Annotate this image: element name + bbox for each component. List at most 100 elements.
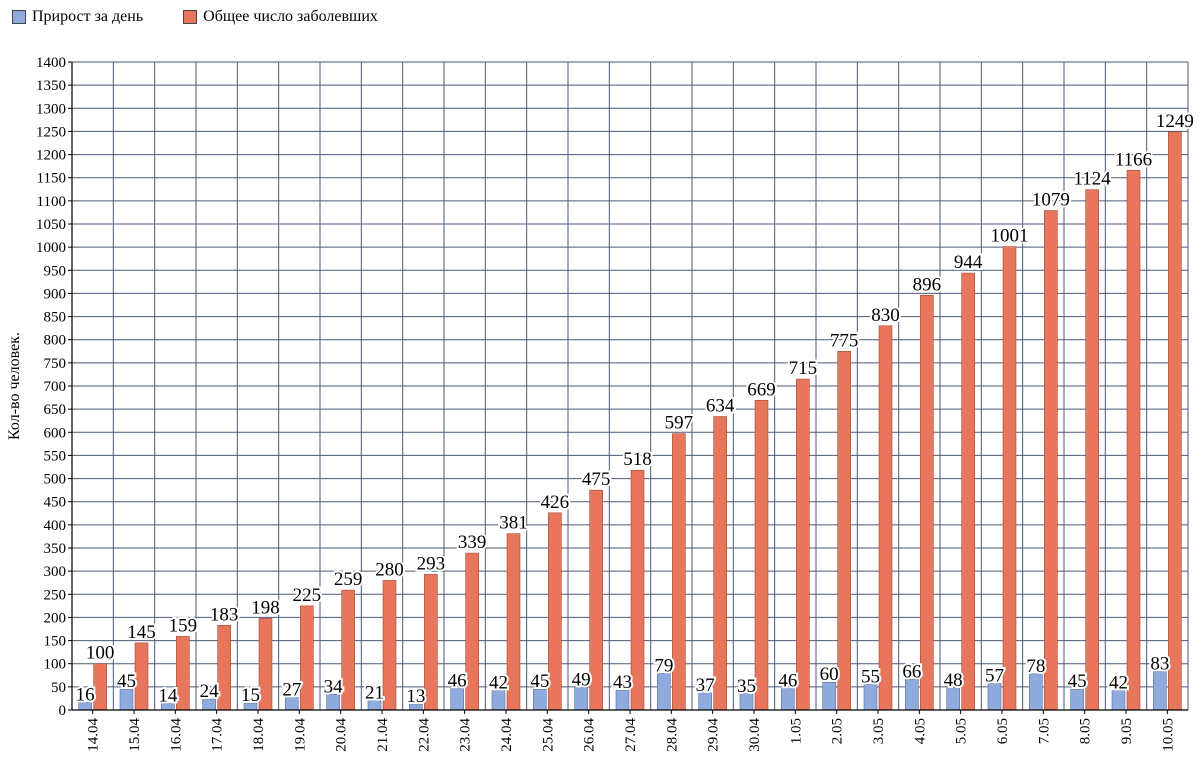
y-tick-label: 600 xyxy=(44,425,67,441)
legend-label-daily: Прирост за день xyxy=(32,8,144,25)
bar-total[interactable] xyxy=(961,272,975,711)
bar-total[interactable] xyxy=(465,552,479,711)
bar-total[interactable] xyxy=(1044,210,1058,711)
x-tick-label: 20.04 xyxy=(334,718,350,752)
data-label-total: 944 xyxy=(954,252,983,273)
data-label-total: 426 xyxy=(541,492,570,513)
bar-daily[interactable] xyxy=(822,681,836,711)
bar-total[interactable] xyxy=(754,400,769,711)
y-tick-label: 300 xyxy=(44,564,67,580)
bar-total[interactable] xyxy=(1168,131,1182,711)
bar-daily[interactable] xyxy=(1029,673,1043,711)
data-label-daily: 60 xyxy=(820,664,839,685)
x-tick-label: 4.05 xyxy=(912,718,928,744)
bar-total[interactable] xyxy=(1085,189,1099,711)
data-label-total: 280 xyxy=(375,559,404,580)
y-tick-label: 1000 xyxy=(36,240,66,256)
legend-item-total[interactable]: Общее число заболевших xyxy=(183,8,378,26)
bar-daily[interactable] xyxy=(863,684,878,711)
data-label-daily: 35 xyxy=(737,676,756,697)
data-label-total: 381 xyxy=(499,513,528,534)
x-tick-label: 7.05 xyxy=(1036,718,1052,744)
y-tick-label: 950 xyxy=(44,263,67,279)
data-label-daily: 13 xyxy=(406,686,425,707)
y-tick-label: 1100 xyxy=(37,194,66,210)
data-label-daily: 45 xyxy=(1068,671,1087,692)
data-label-total: 830 xyxy=(871,305,900,326)
x-tick-label: 1.05 xyxy=(788,718,804,744)
bar-total[interactable] xyxy=(796,378,810,711)
data-label-total: 1001 xyxy=(991,226,1029,247)
bar-daily[interactable] xyxy=(119,688,134,711)
bar-total[interactable] xyxy=(506,533,521,711)
bar-total[interactable] xyxy=(424,574,438,711)
bar-total[interactable] xyxy=(1002,246,1017,711)
bar-daily[interactable] xyxy=(1070,688,1084,711)
bar-total[interactable] xyxy=(300,605,314,711)
bar-total[interactable] xyxy=(589,489,603,711)
bar-total[interactable] xyxy=(548,512,562,711)
data-label-total: 669 xyxy=(747,379,776,400)
data-label-daily: 14 xyxy=(158,686,178,707)
data-label-daily: 66 xyxy=(902,661,921,682)
data-label-daily: 15 xyxy=(241,685,260,706)
y-tick-label: 850 xyxy=(44,310,67,326)
data-label-daily: 78 xyxy=(1026,656,1045,677)
data-label-daily: 45 xyxy=(117,671,136,692)
bar-daily[interactable] xyxy=(450,688,464,711)
bar-total[interactable] xyxy=(258,618,273,711)
y-tick-label: 450 xyxy=(44,495,67,511)
x-tick-label: 27.04 xyxy=(623,718,639,752)
y-tick-label: 0 xyxy=(59,703,67,719)
data-label-total: 225 xyxy=(293,585,322,606)
bar-daily[interactable] xyxy=(574,687,588,711)
bar-total[interactable] xyxy=(382,580,397,711)
y-tick-label: 1400 xyxy=(36,55,66,71)
bar-total[interactable] xyxy=(630,469,645,711)
data-label-total: 1124 xyxy=(1074,169,1112,190)
data-label-total: 518 xyxy=(623,449,652,470)
y-tick-label: 800 xyxy=(44,333,67,349)
bar-total[interactable] xyxy=(672,433,686,711)
bar-total[interactable] xyxy=(217,624,231,711)
bar-daily[interactable] xyxy=(946,687,960,711)
data-label-total: 634 xyxy=(706,396,735,417)
x-tick-label: 5.05 xyxy=(954,718,970,744)
data-label-daily: 34 xyxy=(324,676,344,697)
bar-daily[interactable] xyxy=(533,688,547,711)
bar-daily[interactable] xyxy=(987,683,1002,711)
data-label-total: 183 xyxy=(210,604,239,625)
x-tick-label: 30.04 xyxy=(747,718,763,752)
bar-daily[interactable] xyxy=(905,679,919,711)
bar-total[interactable] xyxy=(341,589,355,711)
data-label-total: 775 xyxy=(830,330,859,351)
bar-total[interactable] xyxy=(713,416,727,711)
y-tick-label: 650 xyxy=(44,402,67,418)
x-tick-label: 18.04 xyxy=(251,718,267,752)
x-tick-label: 10.05 xyxy=(1160,718,1176,752)
x-tick-label: 26.04 xyxy=(582,718,598,752)
bar-total[interactable] xyxy=(837,350,851,711)
bar-daily[interactable] xyxy=(1153,671,1167,711)
bar-total[interactable] xyxy=(134,642,149,711)
bar-total[interactable] xyxy=(176,636,190,711)
x-tick-label: 9.05 xyxy=(1119,718,1135,744)
legend-item-daily[interactable]: Прирост за день xyxy=(12,8,143,26)
data-label-total: 597 xyxy=(665,413,694,434)
bar-total[interactable] xyxy=(920,294,934,711)
bar-daily[interactable] xyxy=(657,673,671,711)
bar-total[interactable] xyxy=(1126,170,1141,711)
legend: Прирост за день Общее число заболевших xyxy=(12,6,418,28)
data-label-total: 339 xyxy=(458,532,487,553)
bar-total[interactable] xyxy=(93,663,107,711)
data-label-total: 1166 xyxy=(1115,149,1152,170)
data-label-total: 715 xyxy=(789,358,818,379)
bar-total[interactable] xyxy=(878,325,893,711)
bar-daily[interactable] xyxy=(781,688,795,711)
x-tick-label: 14.04 xyxy=(86,718,102,752)
x-tick-label: 25.04 xyxy=(540,718,556,752)
x-tick-label: 24.04 xyxy=(499,718,515,752)
data-label-total: 293 xyxy=(417,553,446,574)
data-label-total: 1249 xyxy=(1156,111,1194,132)
data-label-daily: 16 xyxy=(76,685,95,706)
